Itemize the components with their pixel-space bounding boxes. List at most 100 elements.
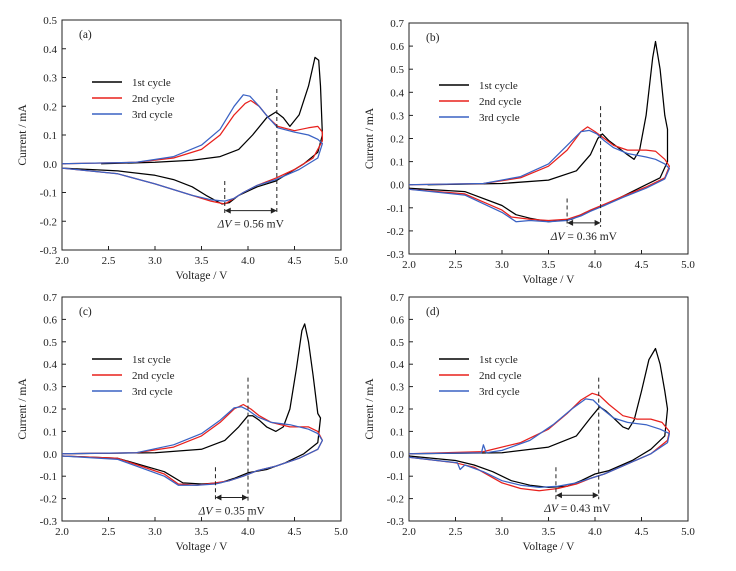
delta-v-label: ΔV = 0.35 mV	[198, 505, 266, 517]
x-tick-label: 5.0	[334, 255, 348, 267]
y-tick-label: 0.4	[390, 359, 404, 371]
legend-label: 1st cycle	[132, 77, 171, 89]
y-tick-label: 0.4	[43, 44, 57, 56]
legend-label: 3rd cycle	[479, 112, 520, 124]
x-tick-label: 5.0	[681, 526, 695, 538]
y-tick-label: -0.1	[40, 471, 57, 483]
y-tick-label: 0.1	[43, 130, 57, 142]
y-tick-label: -0.2	[40, 494, 57, 506]
arrow-head-left	[215, 494, 222, 501]
x-tick-label: 2.5	[449, 526, 463, 538]
y-tick-label: 0.2	[43, 101, 57, 113]
y-tick-label: -0.2	[40, 216, 57, 228]
x-tick-label: 2.0	[55, 526, 69, 538]
legend-label: 3rd cycle	[132, 386, 173, 398]
arrow-head-right	[242, 494, 248, 501]
legend-label: 1st cycle	[479, 354, 518, 366]
series-line-1	[61, 56, 324, 205]
panel-label: (b)	[426, 32, 440, 44]
x-tick-label: 3.0	[495, 259, 509, 271]
panel-3: 2.0 2.5 3.0 3.5 4.0 4.5 5.0 -0.3 -0.2 -0.1 0.0 0.1 0…	[17, 292, 348, 553]
x-tick-label: 3.5	[542, 526, 556, 538]
arrow-head-right	[594, 219, 601, 226]
legend-label: 1st cycle	[479, 80, 518, 92]
y-tick-label: 0.6	[390, 41, 404, 53]
x-axis-title: Voltage / V	[176, 270, 229, 282]
y-axis-title: Current / mA	[17, 378, 29, 440]
y-tick-label: 0.3	[390, 382, 404, 394]
y-tick-label: 0.3	[390, 110, 404, 122]
y-tick-label: 0.1	[390, 157, 404, 169]
y-axis-title: Current / mA	[364, 378, 376, 440]
x-tick-label: 5.0	[334, 526, 348, 538]
series-line-3	[61, 406, 324, 486]
y-tick-label: 0.2	[43, 404, 57, 416]
x-tick-label: 4.5	[635, 526, 649, 538]
y-tick-label: 0.0	[390, 449, 404, 461]
x-axis-title: Voltage / V	[176, 541, 229, 553]
delta-v-label: ΔV = 0.36 mV	[550, 231, 618, 243]
x-tick-label: 3.0	[495, 526, 509, 538]
series-line-3	[408, 398, 671, 489]
x-tick-label: 3.5	[195, 255, 209, 267]
y-tick-label: 0.3	[43, 73, 57, 85]
panel-label: (c)	[79, 306, 92, 318]
y-tick-label: 0.2	[390, 134, 404, 146]
y-tick-label: -0.3	[40, 516, 58, 528]
series-line-3	[61, 94, 324, 202]
legend-label: 2nd cycle	[132, 370, 175, 382]
y-tick-label: -0.2	[387, 494, 404, 506]
legend-label: 3rd cycle	[479, 386, 520, 398]
delta-v-label: ΔV = 0.43 mV	[543, 503, 611, 515]
delta-v-symbol: ΔV	[550, 231, 567, 243]
y-tick-label: -0.3	[387, 516, 405, 528]
legend-label: 2nd cycle	[479, 370, 522, 382]
arrow-head-left	[555, 492, 562, 499]
series-line-2	[61, 403, 324, 486]
x-tick-label: 2.0	[402, 526, 416, 538]
legend-label: 3rd cycle	[132, 109, 173, 121]
y-tick-label: -0.3	[40, 245, 58, 257]
panel-4: 2.0 2.5 3.0 3.5 4.0 4.5 5.0 -0.3 -0.2 -0.1 0.0 0.1 0…	[364, 292, 695, 553]
y-tick-label: -0.3	[387, 249, 405, 261]
x-tick-label: 3.0	[148, 526, 162, 538]
y-tick-label: 0.0	[390, 180, 404, 192]
y-tick-label: 0.6	[43, 314, 57, 326]
arrow-head-right	[270, 207, 277, 214]
y-tick-label: 0.5	[390, 64, 404, 76]
delta-v-symbol: ΔV	[543, 503, 560, 515]
plot-frame	[61, 296, 342, 522]
y-tick-label: 0.7	[43, 292, 57, 304]
delta-v-value: = 0.56 mV	[231, 219, 284, 231]
series-line-2	[408, 392, 671, 492]
legend-label: 2nd cycle	[479, 96, 522, 108]
series-line-2	[408, 126, 671, 222]
y-tick-label: 0.5	[43, 15, 57, 27]
x-tick-label: 5.0	[681, 259, 695, 271]
x-tick-label: 4.5	[288, 526, 302, 538]
x-axis-title: Voltage / V	[523, 541, 576, 553]
y-tick-label: 0.5	[390, 337, 404, 349]
y-tick-label: 0.3	[43, 382, 57, 394]
delta-v-symbol: ΔV	[217, 219, 234, 231]
x-tick-label: 4.5	[288, 255, 302, 267]
x-tick-label: 2.0	[402, 259, 416, 271]
x-tick-label: 2.5	[102, 526, 116, 538]
delta-v-symbol: ΔV	[198, 505, 215, 517]
y-tick-label: 0.0	[43, 159, 57, 171]
x-axis-title: Voltage / V	[523, 274, 576, 286]
y-tick-label: -0.1	[387, 471, 404, 483]
y-tick-label: 0.1	[390, 426, 404, 438]
delta-v-label: ΔV = 0.56 mV	[217, 219, 285, 231]
x-tick-label: 4.0	[588, 526, 602, 538]
legend-label: 2nd cycle	[132, 93, 175, 105]
x-tick-label: 2.5	[102, 255, 116, 267]
y-tick-label: 0.6	[390, 314, 404, 326]
y-tick-label: 0.7	[390, 292, 404, 304]
delta-v-value: = 0.36 mV	[564, 231, 617, 243]
panel-label: (d)	[426, 306, 440, 318]
y-tick-label: -0.2	[387, 226, 404, 238]
delta-v-value: = 0.43 mV	[558, 503, 611, 515]
plot-frame	[61, 19, 342, 251]
